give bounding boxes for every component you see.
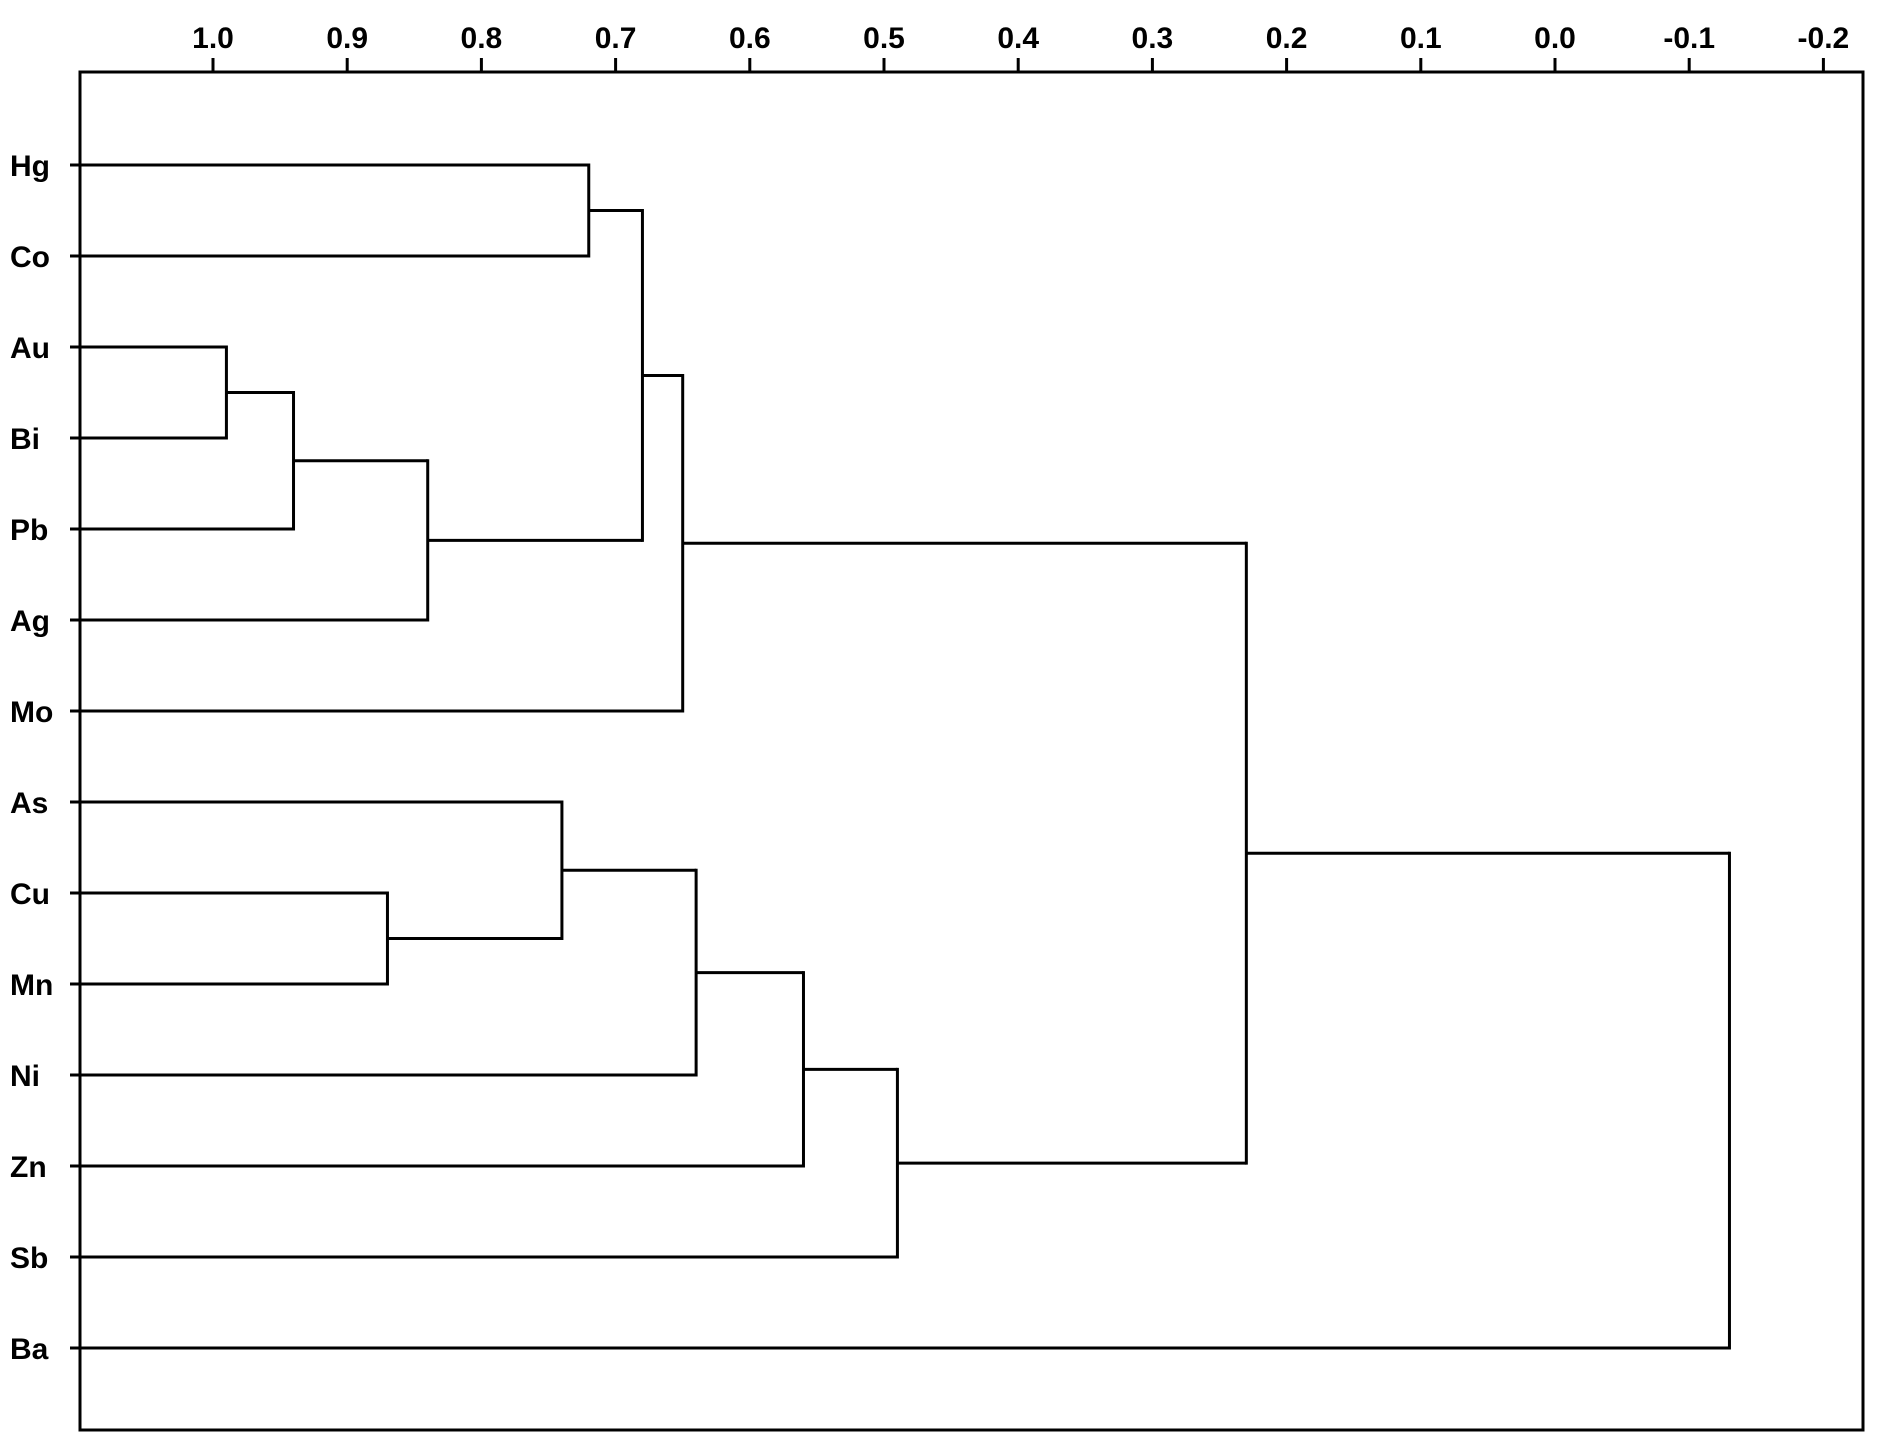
x-tick-label: 0.3 [1132, 22, 1174, 55]
leaf-labels: Hg Co Au Bi Pb Ag Mo As Cu Mn Ni Zn Sb Ba [10, 150, 80, 1366]
plot-frame [78, 70, 1865, 1432]
leaf-label-pb: Pb [10, 514, 48, 547]
x-tick-label: -0.2 [1798, 22, 1850, 55]
x-tick-label: 0.6 [729, 22, 771, 55]
x-tick-label: 0.9 [326, 22, 368, 55]
x-tick-label: 0.4 [997, 22, 1039, 55]
x-tick-label: 0.7 [595, 22, 637, 55]
leaf-label-mo: Mo [10, 696, 53, 729]
leaf-label-as: As [10, 787, 48, 820]
leaf-label-zn: Zn [10, 1151, 47, 1184]
x-tick-label: 0.5 [863, 22, 905, 55]
leaf-label-mn: Mn [10, 969, 53, 1002]
x-tick-label: 0.2 [1266, 22, 1308, 55]
leaf-label-co: Co [10, 241, 50, 274]
x-tick-label: 0.8 [461, 22, 503, 55]
leaf-label-bi: Bi [10, 423, 40, 456]
leaf-label-ba: Ba [10, 1333, 49, 1366]
leaf-label-cu: Cu [10, 878, 50, 911]
dendrogram-tree [80, 163, 1731, 1350]
leaf-label-ag: Ag [10, 605, 50, 638]
x-tick-label: 0.0 [1534, 22, 1576, 55]
x-tick-label: 0.1 [1400, 22, 1442, 55]
leaf-label-sb: Sb [10, 1242, 48, 1275]
leaf-label-ni: Ni [10, 1060, 40, 1093]
x-tick-label: -0.1 [1663, 22, 1715, 55]
x-axis: 1.0 0.9 0.8 0.7 0.6 0.5 0.4 0.3 0.2 0.1 0.0 -0.1 -0.… [192, 22, 1849, 72]
leaf-label-au: Au [10, 332, 50, 365]
leaf-label-hg: Hg [10, 150, 50, 183]
x-tick-label: 1.0 [192, 22, 234, 55]
